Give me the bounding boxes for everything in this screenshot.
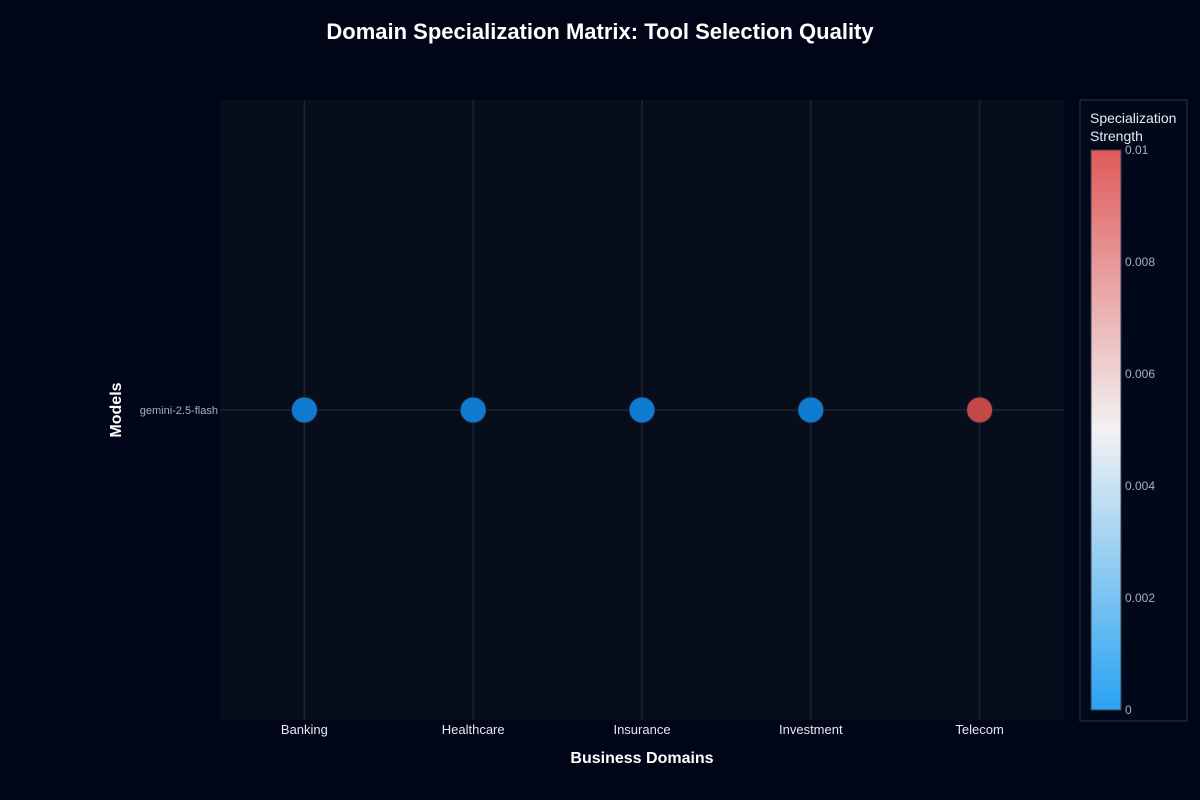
data-point-insurance bbox=[628, 396, 656, 424]
x-axis-label: Business Domains bbox=[570, 750, 713, 767]
y-tick-label: gemini-2.5-flash bbox=[140, 405, 218, 417]
colorbar-tick-label: 0.008 bbox=[1125, 255, 1155, 269]
y-tick-labels: gemini-2.5-flash bbox=[140, 405, 218, 417]
colorbar-title-line-1: Specialization bbox=[1090, 110, 1176, 126]
x-tick-label: Banking bbox=[281, 722, 328, 737]
data-point-investment bbox=[797, 396, 825, 424]
colorbar-title-line-2: Strength bbox=[1090, 128, 1143, 144]
x-tick-label: Investment bbox=[779, 722, 843, 737]
y-axis-label: Models bbox=[108, 382, 125, 437]
x-tick-label: Insurance bbox=[613, 722, 670, 737]
x-tick-label: Telecom bbox=[955, 722, 1003, 737]
colorbar: Specialization Strength 0 0.002 0.004 0.006… bbox=[1079, 99, 1188, 722]
data-point-banking bbox=[290, 396, 318, 424]
data-point-telecom bbox=[966, 396, 994, 424]
colorbar-tick-labels: 0 0.002 0.004 0.006 0.008 0.01 bbox=[1125, 143, 1155, 717]
colorbar-tick-label: 0.004 bbox=[1125, 479, 1155, 493]
colorbar-tick-label: 0.006 bbox=[1125, 367, 1155, 381]
data-points bbox=[290, 396, 994, 424]
colorbar-tick-label: 0 bbox=[1125, 703, 1132, 717]
x-tick-label: Healthcare bbox=[442, 722, 505, 737]
chart-title: Domain Specialization Matrix: Tool Selec… bbox=[326, 19, 874, 44]
colorbar-tick-label: 0.01 bbox=[1125, 143, 1149, 157]
colorbar-gradient bbox=[1090, 149, 1122, 711]
data-point-healthcare bbox=[459, 396, 487, 424]
x-tick-labels: Banking Healthcare Insurance Investment Tele… bbox=[281, 722, 1004, 737]
colorbar-tick-label: 0.002 bbox=[1125, 591, 1155, 605]
